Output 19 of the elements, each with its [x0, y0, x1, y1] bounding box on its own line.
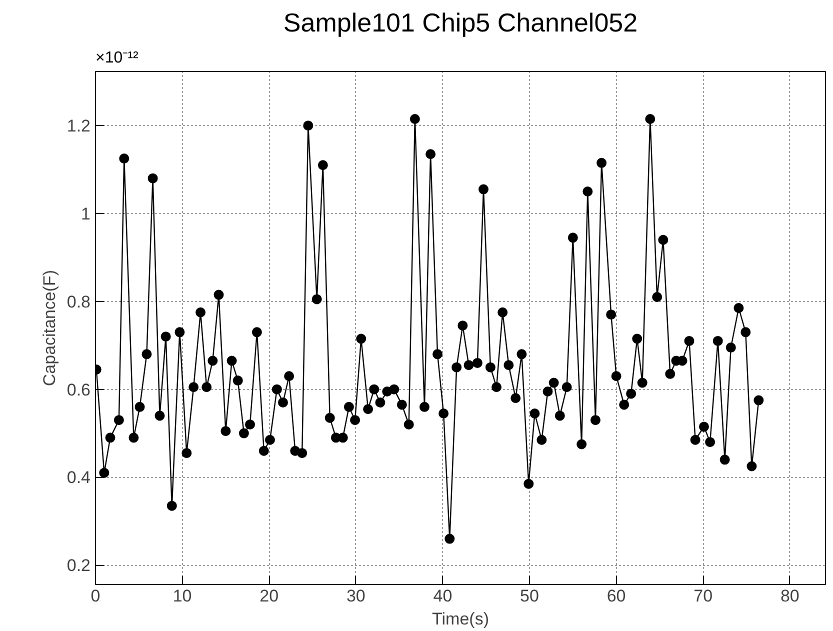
x-axis-title: Time(s): [432, 610, 489, 628]
x-tick-label: 10: [172, 586, 192, 606]
x-tick-label: 60: [606, 586, 626, 606]
x-tick-label: 40: [433, 586, 452, 606]
y-tick-label: 1: [81, 204, 91, 224]
y-tick-label: 1.2: [66, 116, 91, 136]
x-tick-label: 30: [346, 586, 366, 606]
text: ×10⁻¹²: [96, 50, 139, 66]
y-tick-label: 0.2: [66, 556, 91, 576]
y-tick-label: 0.6: [66, 380, 91, 400]
y-axis-title: Capacitance(F): [40, 270, 59, 386]
chart-title: Sample101 Chip5 Channel052: [283, 8, 638, 38]
x-tick-label: 80: [780, 586, 800, 606]
x-tick-label: 70: [694, 586, 713, 606]
y-tick-label: 0.4: [66, 468, 91, 488]
x-tick-label: 0: [90, 586, 100, 606]
y-tick-label: 0.8: [66, 292, 91, 312]
x-tick-label: 50: [520, 586, 539, 606]
x-tick-label: 20: [260, 586, 279, 606]
